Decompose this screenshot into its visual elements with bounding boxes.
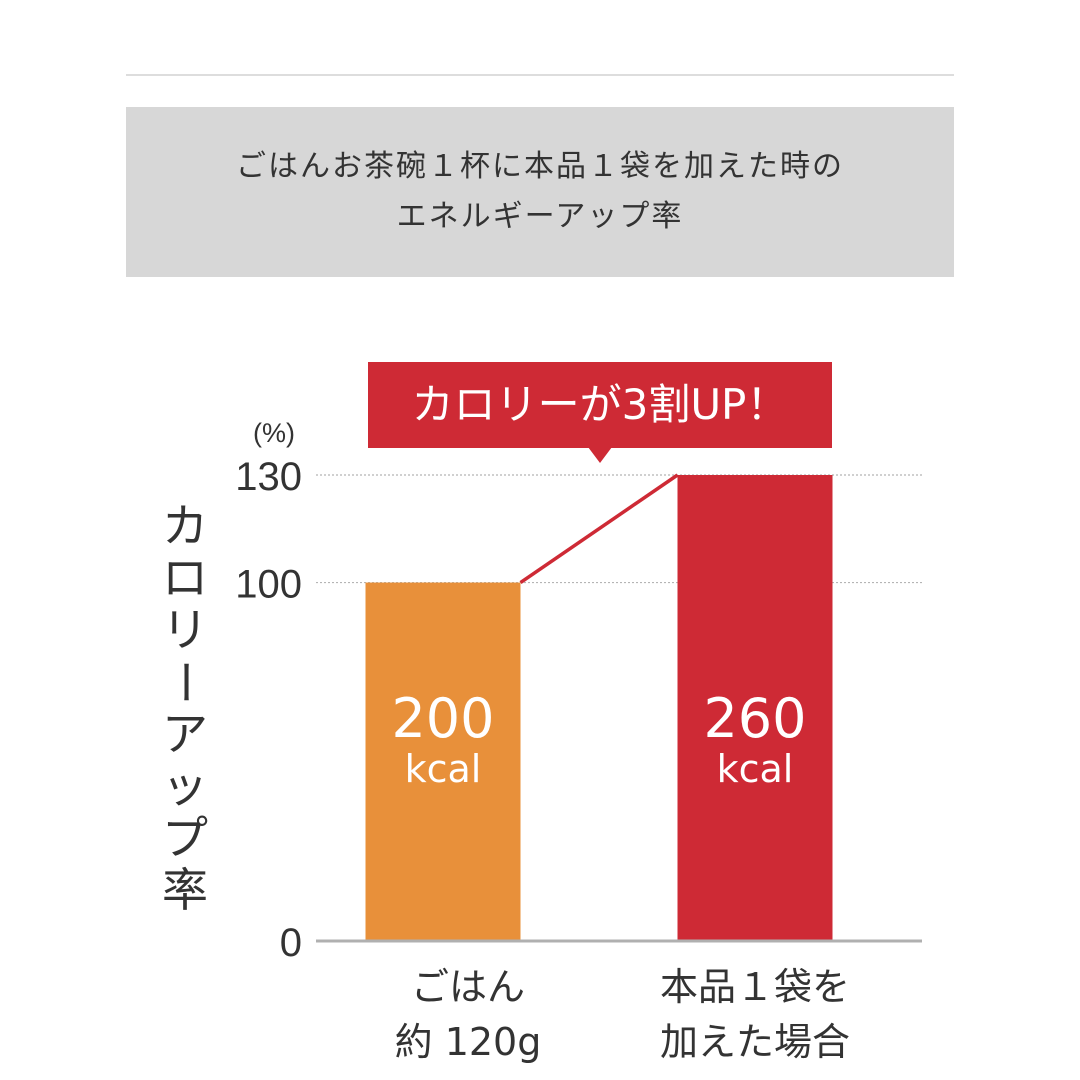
y-tick-label-100: 100 — [235, 563, 302, 607]
y-axis-title-char-6: ッ — [162, 759, 208, 813]
callout-layer: カロリーが3割UP！ — [368, 362, 832, 463]
y-axis-title-char-7: プ — [162, 811, 208, 865]
category-2-label-line-2: 加えた場合 — [660, 1020, 850, 1064]
bar-2-unit-label: kcal — [717, 747, 794, 791]
category-2-label-line-1: 本品１袋を — [660, 965, 850, 1009]
bar-2-value-label: 260 — [703, 687, 806, 750]
y-axis-title-char-8: 率 — [162, 863, 208, 917]
chart-title-line-1: ごはんお茶碗１杯に本品１袋を加えた時の — [236, 149, 844, 184]
y-axis-title-char-3: リ — [162, 603, 208, 657]
chart-title-box: ごはんお茶碗１杯に本品１袋を加えた時の エネルギーアップ率 — [126, 107, 954, 277]
increase-connector-line — [519, 473, 679, 584]
y-tick-label-130: 130 — [235, 455, 302, 499]
connector-layer — [519, 473, 679, 584]
y-axis-title-char-5: ア — [162, 707, 208, 761]
bar-1 — [365, 582, 521, 941]
y-axis-title-char-2: ロ — [162, 551, 208, 605]
callout-box — [368, 362, 832, 448]
top-divider — [126, 74, 954, 76]
callout-pointer — [588, 447, 612, 463]
category-1-label-line-1: ごはん — [411, 965, 525, 1009]
bar-layer — [365, 475, 833, 941]
bar-2 — [677, 475, 833, 941]
chart-title-line-2: エネルギーアップ率 — [396, 199, 684, 234]
y-axis-unit: (%) — [253, 418, 295, 448]
bar-1-value-label: 200 — [391, 687, 494, 750]
bar-1-unit-label: kcal — [405, 747, 482, 791]
y-tick-label-0: 0 — [280, 921, 302, 965]
callout-text: カロリーが3割UP！ — [412, 380, 789, 429]
y-axis-title-char-1: カ — [162, 499, 208, 553]
y-axis-title-char-4: ー — [158, 659, 212, 705]
category-1-label-line-2: 約 120g — [395, 1020, 542, 1064]
